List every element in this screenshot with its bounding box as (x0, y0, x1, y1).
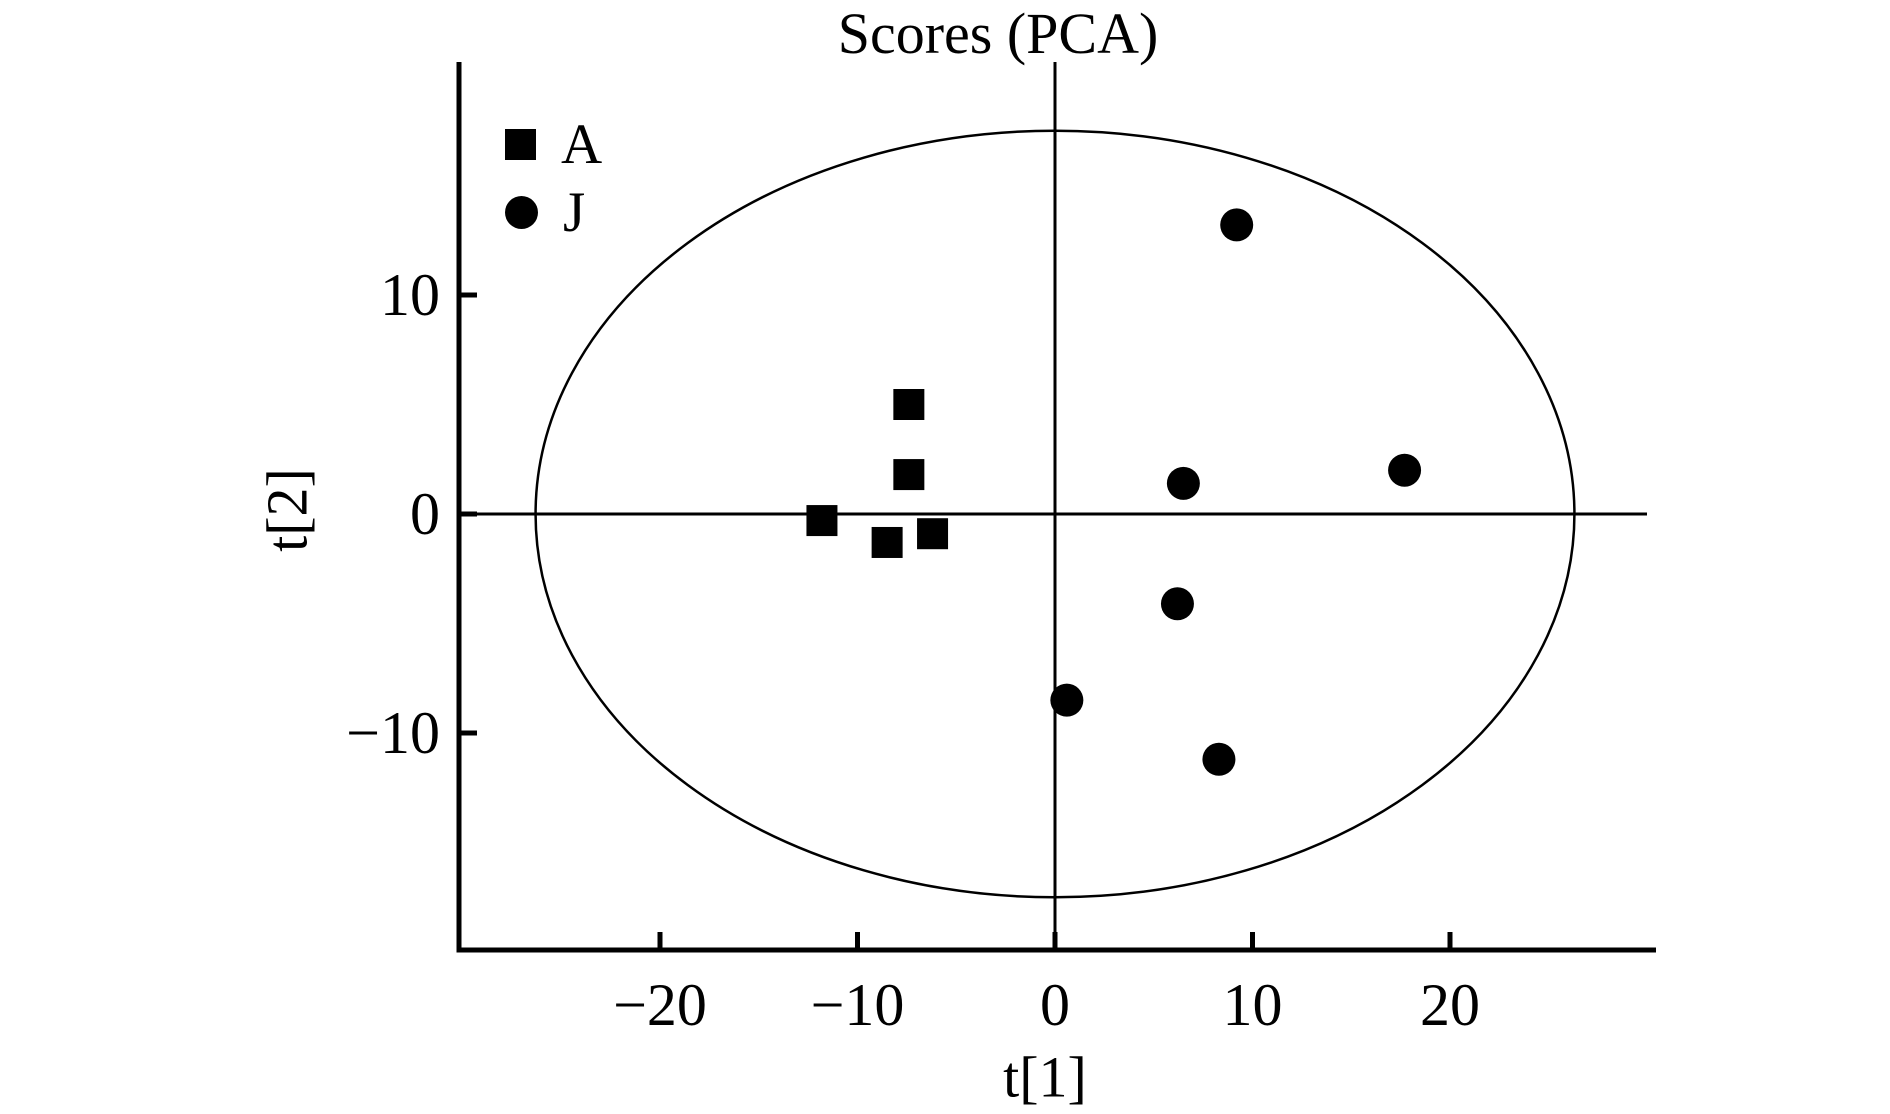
data-point-j (1166, 466, 1200, 500)
legend-item-a: A (505, 110, 602, 178)
chart-title: Scores (PCA) (837, 1, 1159, 66)
x-tick-label: −10 (811, 972, 905, 1038)
data-point-j (1220, 208, 1254, 242)
x-tick-label: 10 (1223, 972, 1283, 1038)
square-marker-icon (505, 128, 536, 160)
circle-marker-icon (505, 195, 538, 229)
data-point-j (1388, 453, 1422, 487)
x-tick-label: 20 (1420, 972, 1480, 1038)
data-point-a (893, 389, 925, 420)
x-tick-label: 0 (1040, 972, 1070, 1038)
data-point-j (1160, 587, 1194, 621)
y-tick-label: 10 (380, 262, 440, 328)
data-point-j (1050, 683, 1084, 717)
data-point-a (871, 526, 903, 558)
legend-label-j: J (563, 180, 586, 244)
data-point-a (893, 459, 925, 491)
data-point-a (806, 505, 838, 537)
legend: A J (505, 110, 602, 246)
x-axis-title: t[1] (1003, 1044, 1087, 1110)
legend-item-j: J (505, 178, 602, 246)
x-tick-label: −20 (613, 972, 707, 1038)
y-tick-label: −10 (346, 700, 440, 766)
y-tick-label: 0 (410, 481, 440, 547)
data-point-a (917, 518, 949, 550)
legend-label-a: A (561, 112, 603, 176)
data-point-j (1202, 742, 1236, 776)
